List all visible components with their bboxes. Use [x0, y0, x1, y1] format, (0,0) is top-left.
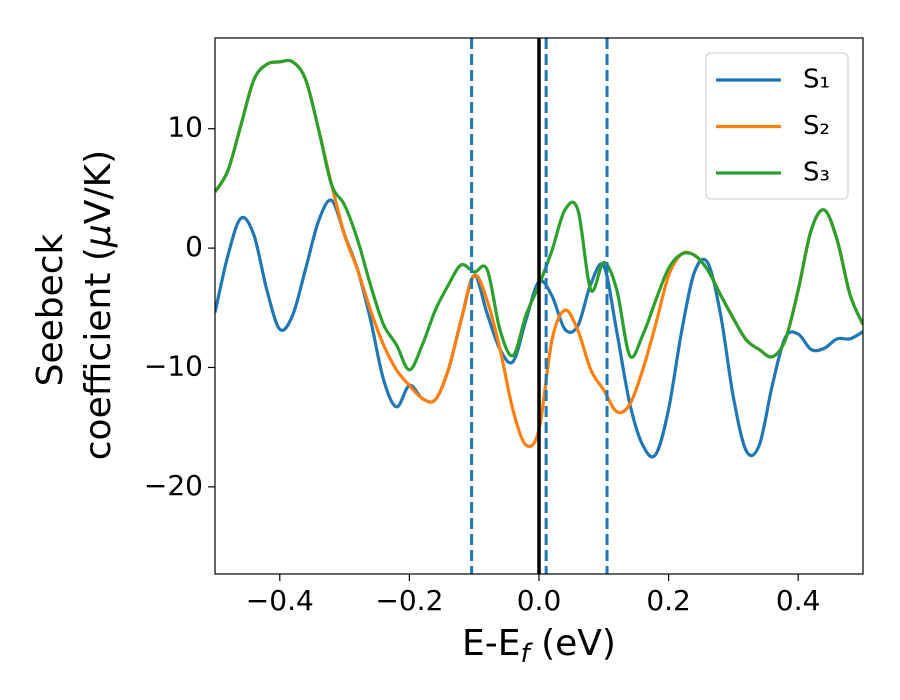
x-tick-label: −0.4: [246, 584, 314, 617]
y-label-part: μ: [78, 224, 119, 248]
legend-label: S₃: [803, 158, 830, 188]
x-tick-label: 0.4: [776, 584, 821, 617]
x-axis-label: E-Ef (eV): [462, 623, 616, 669]
y-label-part: V/K): [78, 150, 119, 224]
y-axis-label: Seebeck: [30, 233, 71, 386]
y-label-part: coefficient (: [78, 247, 119, 460]
y-tick-label: 10: [167, 111, 203, 144]
legend: S₁ S₂ S₃: [705, 52, 849, 200]
plot-frame: [214, 37, 864, 575]
plot-area: [215, 38, 863, 574]
y-tick-label: 0: [185, 230, 203, 263]
x-tick-label: 0.2: [646, 584, 691, 617]
x-tick-label: 0.0: [517, 584, 562, 617]
x-label-part: E-E: [462, 623, 520, 664]
y-axis-label: coefficient (μV/K): [78, 150, 119, 460]
x-label-part: (eV): [530, 623, 616, 664]
y-tick-label: −10: [144, 349, 203, 382]
y-tick-label: −20: [144, 469, 203, 502]
x-tick-label: −0.2: [375, 584, 443, 617]
legend-label: S₁: [803, 65, 830, 95]
legend-label: S₂: [803, 111, 830, 141]
